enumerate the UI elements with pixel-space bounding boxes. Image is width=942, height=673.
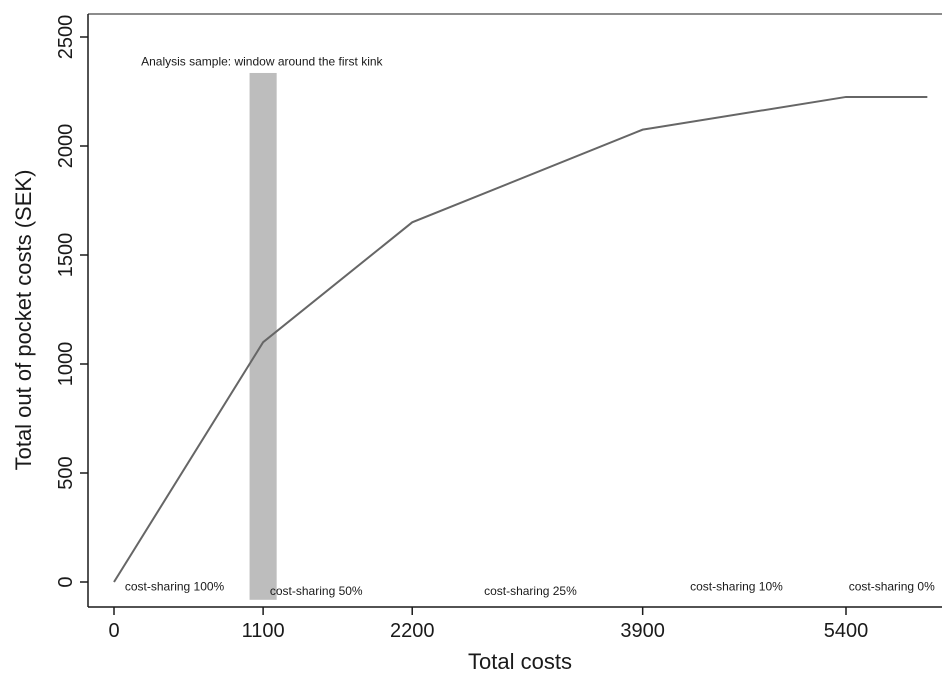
y-tick-label-1500: 1500 <box>55 233 77 278</box>
x-tick-label-3900: 3900 <box>620 620 665 642</box>
y-tick-label-2500: 2500 <box>55 15 77 60</box>
x-tick-label-0: 0 <box>108 620 119 642</box>
annotation-1: cost-sharing 100% <box>125 580 225 594</box>
x-tick-label-2200: 2200 <box>390 620 435 642</box>
x-tick-label-5400: 5400 <box>824 620 869 642</box>
y-tick-label-500: 500 <box>55 456 77 489</box>
annotation-0: Analysis sample: window around the first… <box>141 54 383 68</box>
y-tick-label-2000: 2000 <box>55 124 77 169</box>
plot-area: 0 500 1000 1500 2000 2500 0 1100 2200 3900 5400 Ana… <box>55 13 942 642</box>
x-tick-label-1100: 1100 <box>242 620 285 642</box>
analysis-window-band <box>249 72 277 600</box>
y-tick-label-0: 0 <box>55 576 77 587</box>
annotation-5: cost-sharing 0% <box>849 580 935 594</box>
annotation-3: cost-sharing 25% <box>484 584 577 598</box>
y-axis-title: Total out of pocket costs (SEK) <box>11 170 36 471</box>
annotation-2: cost-sharing 50% <box>270 584 363 598</box>
series-line <box>113 95 928 583</box>
x-axis-title: Total costs <box>468 649 572 673</box>
y-tick-label-1000: 1000 <box>55 342 77 387</box>
annotation-4: cost-sharing 10% <box>690 580 783 594</box>
